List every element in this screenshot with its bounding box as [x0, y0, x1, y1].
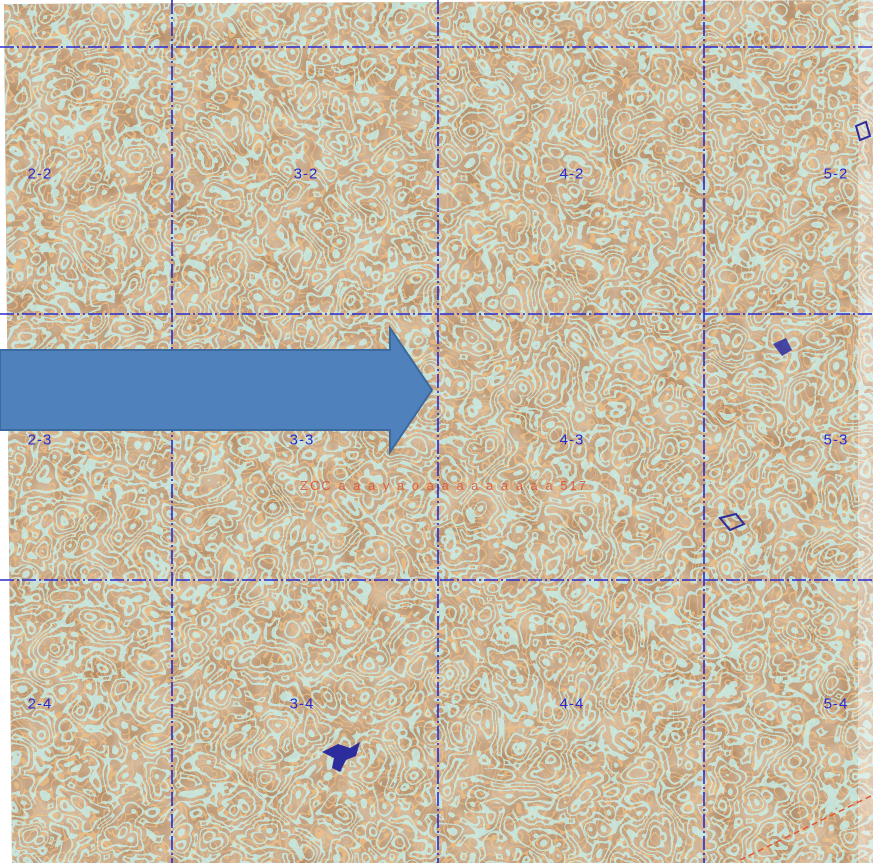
- water-feature-right-lower: [718, 512, 746, 532]
- grid-label-2-2: 2-2: [27, 165, 53, 183]
- grid-label-4-3: 4-3: [559, 431, 585, 449]
- grid-label-4-4: 4-4: [559, 695, 585, 713]
- red-dashed-road: [739, 794, 873, 861]
- grid-label-3-4: 3-4: [289, 695, 315, 713]
- map-annotation: ZCC a a a y a o a a a a a a a a a 517: [300, 478, 588, 493]
- grid-label-3-3: 3-3: [289, 431, 315, 449]
- grid-label-3-2: 3-2: [293, 165, 319, 183]
- water-feature-lower: [322, 742, 360, 772]
- water-features: [322, 120, 872, 772]
- arrow-right-icon: [0, 324, 434, 456]
- grid-label-5-2: 5-2: [823, 165, 849, 183]
- grid-label-2-3: 2-3: [27, 431, 53, 449]
- grid-label-4-2: 4-2: [559, 165, 585, 183]
- grid-label-5-4: 5-4: [823, 695, 849, 713]
- grid-label-5-3: 5-3: [823, 431, 849, 449]
- grid-label-2-4: 2-4: [27, 695, 53, 713]
- water-feature-top-right: [854, 120, 872, 142]
- water-feature-right: [773, 338, 792, 356]
